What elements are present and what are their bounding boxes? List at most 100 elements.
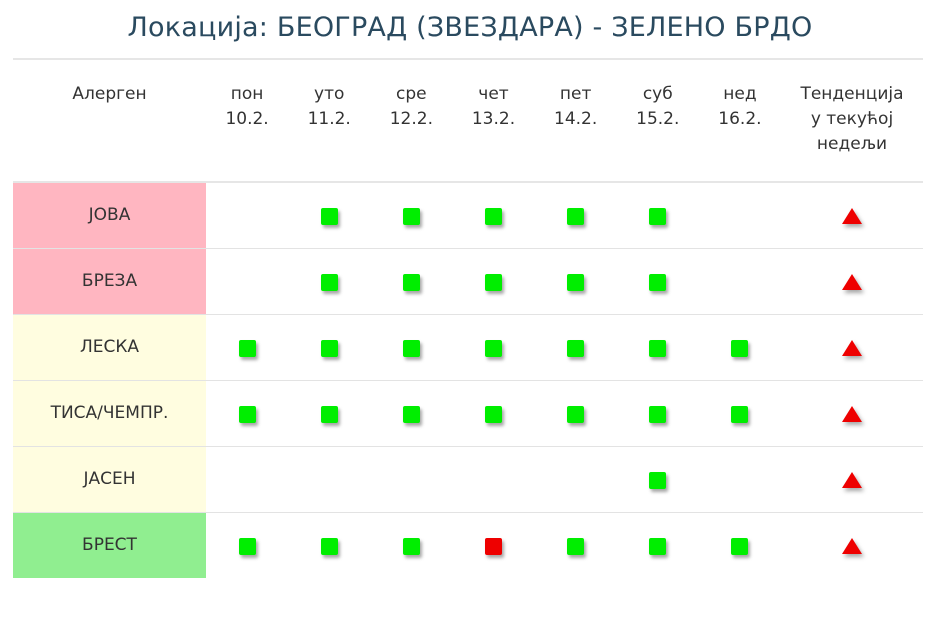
level-cell xyxy=(617,248,699,314)
level-cell xyxy=(699,248,781,314)
level-low-square-icon xyxy=(649,471,667,489)
level-cell xyxy=(370,446,452,512)
table-row: ЈАСЕН xyxy=(13,446,923,512)
level-low-square-icon xyxy=(402,537,420,555)
column-header-day: суб 15.2. xyxy=(617,60,699,182)
level-low-square-icon xyxy=(320,273,338,291)
pollen-table: Алерген пон 10.2. уто 11.2. сре 12.2. чет 13… xyxy=(13,60,923,578)
day-date: 15.2. xyxy=(636,109,680,129)
day-name: нед xyxy=(723,84,757,104)
day-name: чет xyxy=(478,84,509,104)
level-cell xyxy=(617,314,699,380)
day-date: 12.2. xyxy=(389,109,433,129)
level-low-square-icon xyxy=(731,339,749,357)
trend-up-triangle-icon xyxy=(842,406,862,422)
level-cell xyxy=(206,314,288,380)
day-date: 14.2. xyxy=(554,109,598,129)
level-cell xyxy=(535,314,617,380)
level-cell xyxy=(288,512,370,578)
level-low-square-icon xyxy=(649,339,667,357)
level-cell xyxy=(535,182,617,248)
table-row: ТИСА/ЧЕМПР. xyxy=(13,380,923,446)
level-low-square-icon xyxy=(567,537,585,555)
level-cell xyxy=(288,248,370,314)
trend-cell xyxy=(781,248,923,314)
column-header-allergen: Алерген xyxy=(72,84,147,104)
level-low-square-icon xyxy=(567,273,585,291)
trend-cell xyxy=(781,314,923,380)
level-low-square-icon xyxy=(649,537,667,555)
trend-up-triangle-icon xyxy=(842,208,862,225)
level-cell xyxy=(452,248,534,314)
level-cell xyxy=(206,248,288,314)
trend-up-triangle-icon xyxy=(842,538,862,555)
level-cell xyxy=(206,512,288,578)
level-low-square-icon xyxy=(320,405,338,423)
level-low-square-icon xyxy=(731,537,749,555)
trend-cell xyxy=(781,380,923,446)
level-cell xyxy=(535,446,617,512)
trend-cell xyxy=(781,446,923,512)
level-cell xyxy=(288,314,370,380)
level-cell xyxy=(452,512,534,578)
table-row: БРЕСТ xyxy=(13,512,923,578)
table-row: БРЕЗА xyxy=(13,248,923,314)
day-name: уто xyxy=(314,84,345,104)
level-low-square-icon xyxy=(649,405,667,423)
column-header-day: пон 10.2. xyxy=(206,60,288,182)
column-header-day: чет 13.2. xyxy=(452,60,534,182)
level-low-square-icon xyxy=(320,339,338,357)
table-row: ЈОВА xyxy=(13,182,923,248)
level-cell xyxy=(370,314,452,380)
trend-up-triangle-icon xyxy=(842,472,862,488)
column-header-trend: Тенденција у текућој недељи xyxy=(781,60,923,182)
level-low-square-icon xyxy=(567,207,585,225)
level-low-square-icon xyxy=(238,537,256,555)
level-cell xyxy=(535,512,617,578)
day-name: сре xyxy=(396,84,427,104)
table-body: ЈОВА БРЕЗА ЛЕСКА ТИСА/ЧЕМПР. ЈАСЕН БРЕСТ xyxy=(13,182,923,578)
level-low-square-icon xyxy=(238,405,256,423)
trend-up-triangle-icon xyxy=(842,274,862,290)
level-cell xyxy=(699,446,781,512)
level-low-square-icon xyxy=(484,405,502,423)
day-date: 10.2. xyxy=(225,109,269,129)
level-low-square-icon xyxy=(484,339,502,357)
column-header-day: пет 14.2. xyxy=(535,60,617,182)
trend-cell xyxy=(781,512,923,578)
level-cell xyxy=(617,380,699,446)
level-cell xyxy=(699,182,781,248)
level-low-square-icon xyxy=(649,207,667,225)
level-low-square-icon xyxy=(320,207,338,225)
level-cell xyxy=(370,380,452,446)
day-date: 16.2. xyxy=(718,109,762,129)
level-low-square-icon xyxy=(484,273,502,291)
level-cell xyxy=(370,248,452,314)
level-cell xyxy=(617,512,699,578)
column-header-day: уто 11.2. xyxy=(288,60,370,182)
level-low-square-icon xyxy=(320,537,338,555)
level-cell xyxy=(370,182,452,248)
level-cell xyxy=(288,380,370,446)
level-cell xyxy=(452,182,534,248)
table-header-row: Алерген пон 10.2. уто 11.2. сре 12.2. чет 13… xyxy=(13,60,923,182)
table-row: ЛЕСКА xyxy=(13,314,923,380)
day-name: пон xyxy=(230,84,264,104)
allergen-name: БРЕЗА xyxy=(13,248,206,314)
allergen-name: ЛЕСКА xyxy=(13,314,206,380)
level-low-square-icon xyxy=(402,339,420,357)
level-cell xyxy=(206,446,288,512)
trend-up-triangle-icon xyxy=(842,340,862,356)
title-divider xyxy=(13,58,923,60)
level-low-square-icon xyxy=(402,405,420,423)
level-cell xyxy=(452,380,534,446)
level-cell xyxy=(452,314,534,380)
allergen-name: ТИСА/ЧЕМПР. xyxy=(13,380,206,446)
level-cell xyxy=(288,446,370,512)
level-high-square-icon xyxy=(484,537,502,555)
level-low-square-icon xyxy=(731,405,749,423)
level-cell xyxy=(535,248,617,314)
trend-cell xyxy=(781,182,923,248)
column-header-day: нед 16.2. xyxy=(699,60,781,182)
level-cell xyxy=(699,314,781,380)
